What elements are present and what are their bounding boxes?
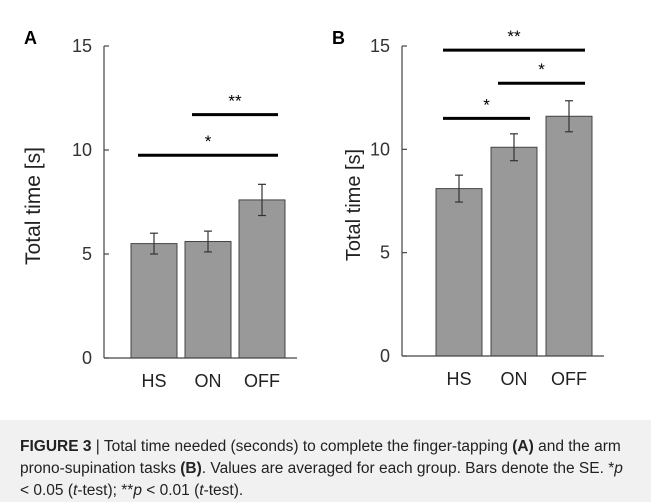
caption-ref-b: (B) — [180, 460, 202, 477]
figure-label: FIGURE 3 — [20, 438, 92, 455]
panel-b-significance-label: * — [483, 95, 490, 114]
caption-sig1-cond: < 0.05 ( — [20, 482, 73, 499]
panel-b-y-tick-label: 10 — [370, 139, 390, 159]
caption-text-3: . Values are averaged for each group. Ba… — [201, 460, 609, 477]
panel-a-y-tick-label: 10 — [72, 140, 92, 160]
panel-a-y-tick-label: 15 — [72, 36, 92, 56]
panel-a-bar — [184, 241, 232, 359]
caption-sig2-star: ** — [121, 482, 134, 499]
caption-text-2: and the arm prono-supination tasks — [20, 438, 621, 477]
caption-p2: p — [133, 482, 142, 499]
panel-a-category-label: OFF — [244, 371, 280, 391]
panel-a-bar — [130, 243, 178, 359]
panel-b-y-tick-label: 15 — [370, 36, 390, 56]
caption-p1: p — [614, 460, 623, 477]
caption-sig1-end: -test); — [77, 482, 122, 499]
panel-b-category-label: HS — [446, 369, 471, 389]
figure-caption: FIGURE 3 | Total time needed (seconds) t… — [20, 436, 635, 502]
panel-a-significance-label: * — [205, 132, 212, 151]
caption-ref-a: (A) — [512, 438, 534, 455]
panel-b-bar — [490, 146, 538, 357]
panel-a-category-label: ON — [195, 371, 222, 391]
caption-t2: t — [199, 482, 204, 499]
panel-b-category-label: OFF — [551, 369, 587, 389]
panel-b-y-axis-title: Total time [s] — [343, 149, 365, 261]
caption-background — [0, 420, 651, 502]
caption-t1: t — [73, 482, 78, 499]
panel-a-category-label: HS — [141, 371, 166, 391]
caption-separator: | — [91, 438, 104, 455]
panel-a-label: A — [24, 28, 37, 48]
panel-b-bar — [435, 188, 483, 357]
caption-sig2-cond: < 0.01 ( — [141, 482, 200, 499]
panel-b-label: B — [332, 28, 345, 48]
panel-a-bar — [238, 199, 286, 359]
panel-a-significance-label: ** — [228, 92, 242, 111]
panel-a-y-tick-label: 5 — [82, 244, 92, 264]
panel-b-y-tick-label: 0 — [380, 346, 390, 366]
panel-a-y-axis-title: Total time [s] — [22, 147, 45, 265]
panel-a-y-tick-label: 0 — [82, 348, 92, 368]
panel-b-significance-label: ** — [507, 27, 521, 46]
panel-b-category-label: ON — [501, 369, 528, 389]
panel-b-significance-label: * — [538, 60, 545, 79]
caption-sig1-star: * — [608, 460, 615, 477]
panel-b-bar — [545, 115, 593, 357]
caption-text-1: Total time needed (seconds) to complete … — [103, 438, 513, 455]
panel-b-y-tick-label: 5 — [380, 243, 390, 263]
caption-sig2-end: -test). — [203, 482, 244, 499]
